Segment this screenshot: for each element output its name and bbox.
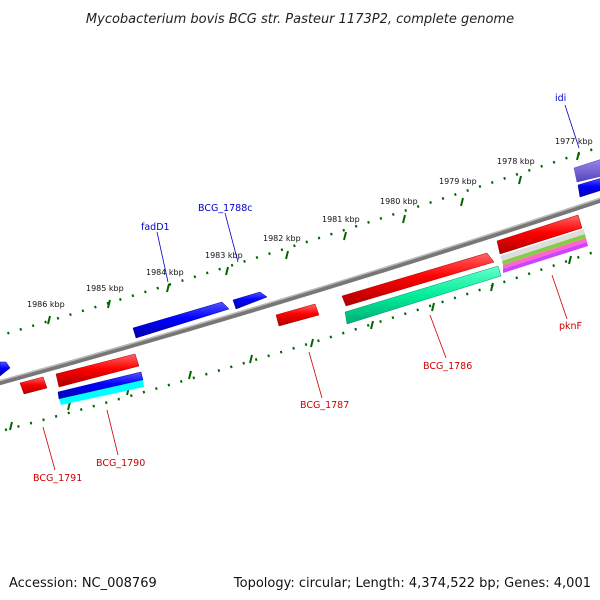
inner-tick-9: [67, 401, 71, 411]
inner-tick-6: [249, 354, 253, 364]
kbp-tick-1986: [47, 315, 51, 325]
gene-BCG_1786[interactable]: [341, 252, 502, 325]
kbp-dotted-track-outer: [0, 145, 600, 337]
kbp-label-1985: 1985 kbp: [86, 284, 124, 293]
label-fadD1[interactable]: fadD1: [141, 222, 170, 233]
kbp-tick-1980: [402, 214, 406, 224]
kbp-scale-outer: 1977 kbp 1978 kbp 1979 kbp 1980 kbp 1981…: [0, 137, 600, 337]
kbp-label-1980: 1980 kbp: [380, 197, 418, 206]
label-idi[interactable]: idi: [555, 93, 566, 104]
kbp-label-1984: 1984 kbp: [146, 268, 184, 277]
inner-tick-10: [9, 421, 13, 431]
gene-BCG_1787[interactable]: [275, 303, 320, 327]
kbp-scale-inner: [4, 248, 600, 432]
kbp-tick-1978: [518, 175, 522, 185]
kbp-tick-1979: [460, 197, 464, 207]
genome-summary-text: Topology: circular; Length: 4,374,522 bp…: [233, 576, 591, 591]
kbp-label-1986: 1986 kbp: [27, 300, 65, 309]
label-BCG_1787[interactable]: BCG_1787: [300, 400, 349, 411]
kbp-label-1983: 1983 kbp: [205, 251, 243, 260]
accession-text: Accession: NC_008769: [9, 576, 157, 591]
inner-tick-5: [310, 338, 314, 348]
kbp-tick-1977: [576, 151, 580, 161]
inner-tick-2: [490, 282, 494, 292]
label-BCG_1790[interactable]: BCG_1790: [96, 458, 145, 469]
kbp-label-1981: 1981 kbp: [322, 215, 360, 224]
kbp-tick-1982: [285, 250, 289, 260]
gene-idi[interactable]: [573, 159, 600, 198]
kbp-label-1978: 1978 kbp: [497, 157, 535, 166]
kbp-tick-1984: [166, 283, 170, 293]
kbp-tick-1983: [225, 266, 229, 276]
inner-tick-1: [568, 255, 572, 265]
kbp-label-1977: 1977 kbp: [555, 137, 593, 146]
gene-BCG_1788c[interactable]: [232, 291, 268, 310]
kbp-label-1979: 1979 kbp: [439, 177, 477, 186]
inner-tick-3: [431, 302, 435, 312]
kbp-tick-1981: [343, 231, 347, 241]
label-BCG_1791[interactable]: BCG_1791: [33, 473, 82, 484]
label-BCG_1786[interactable]: BCG_1786: [423, 361, 472, 372]
kbp-label-1982: 1982 kbp: [263, 234, 301, 243]
genome-title: Mycobacterium bovis BCG str. Pasteur 117…: [86, 12, 514, 27]
genome-backbone-highlight: [0, 197, 600, 382]
label-BCG_1788c[interactable]: BCG_1788c: [198, 203, 253, 214]
kbp-tick-1985: [107, 299, 111, 309]
gene-label-leaders: [42, 104, 580, 471]
gene-left-edge[interactable]: [0, 361, 11, 377]
gene-BCG_1791[interactable]: [19, 376, 48, 395]
gene-fadD1[interactable]: [132, 301, 230, 339]
gene-pknF[interactable]: [496, 214, 588, 273]
inner-tick-7: [188, 370, 192, 380]
gene-BCG_1790[interactable]: [55, 353, 144, 405]
label-pknF[interactable]: pknF: [559, 321, 582, 332]
genome-backbone: [0, 197, 600, 386]
inner-tick-4: [370, 320, 374, 330]
